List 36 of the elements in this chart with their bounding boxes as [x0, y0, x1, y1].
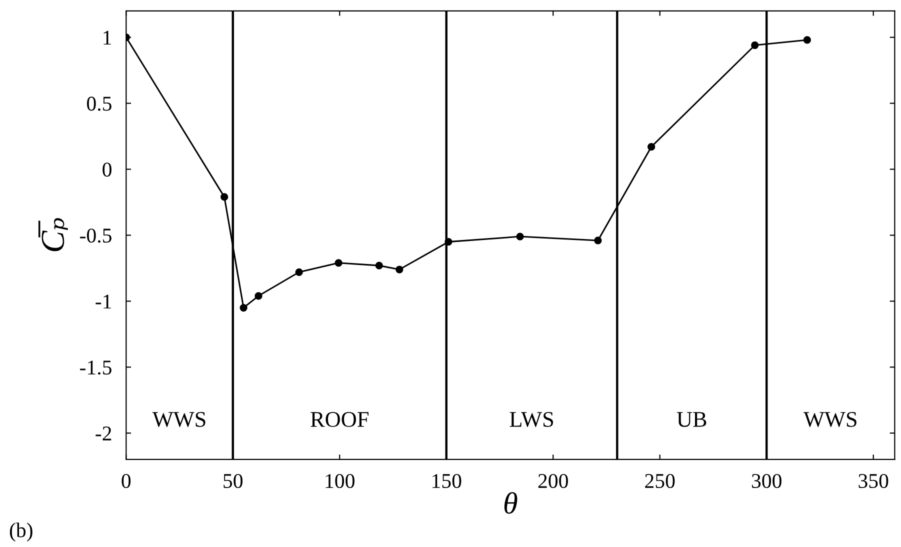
- y-tick-label: -1.5: [80, 360, 112, 375]
- y-axis-title: C̅ₚ: [38, 218, 68, 252]
- point: [240, 304, 248, 312]
- annotation: UB: [676, 412, 706, 427]
- y-tick-label: 0.5: [87, 96, 112, 111]
- x-tick-label: 300: [752, 474, 782, 488]
- point: [751, 41, 759, 50]
- y-tick-label: 0: [102, 162, 112, 177]
- point: [803, 36, 811, 44]
- annotation: LWS: [510, 412, 554, 428]
- x-tick-label: 100: [326, 474, 354, 488]
- point: [444, 238, 452, 246]
- annotation: WWS: [152, 412, 206, 428]
- x-tick-label: 50: [224, 474, 243, 488]
- point: [254, 292, 262, 300]
- point: [295, 268, 303, 276]
- point: [594, 236, 602, 244]
- y-tick-label: 1: [104, 30, 111, 45]
- point: [220, 193, 228, 201]
- text: (b): [10, 522, 32, 542]
- point: [648, 143, 656, 151]
- point: [396, 266, 404, 274]
- point: [375, 262, 383, 270]
- x-tick-label: 150: [432, 474, 462, 488]
- x-axis-title: θ: [504, 492, 518, 514]
- x-tick-label: 200: [538, 474, 568, 488]
- annotation: WWS: [804, 412, 856, 428]
- x-tick-label: 250: [645, 474, 675, 488]
- y-tick-label: -0.5: [80, 228, 112, 243]
- y-tick-label: -1: [96, 294, 111, 308]
- y-tick-label: -2: [96, 426, 112, 440]
- point: [516, 232, 524, 240]
- x-tick-label: 0: [122, 474, 131, 488]
- point: [334, 259, 342, 267]
- x-tick-label: 350: [858, 474, 888, 488]
- annotation: ROOF: [310, 412, 368, 427]
